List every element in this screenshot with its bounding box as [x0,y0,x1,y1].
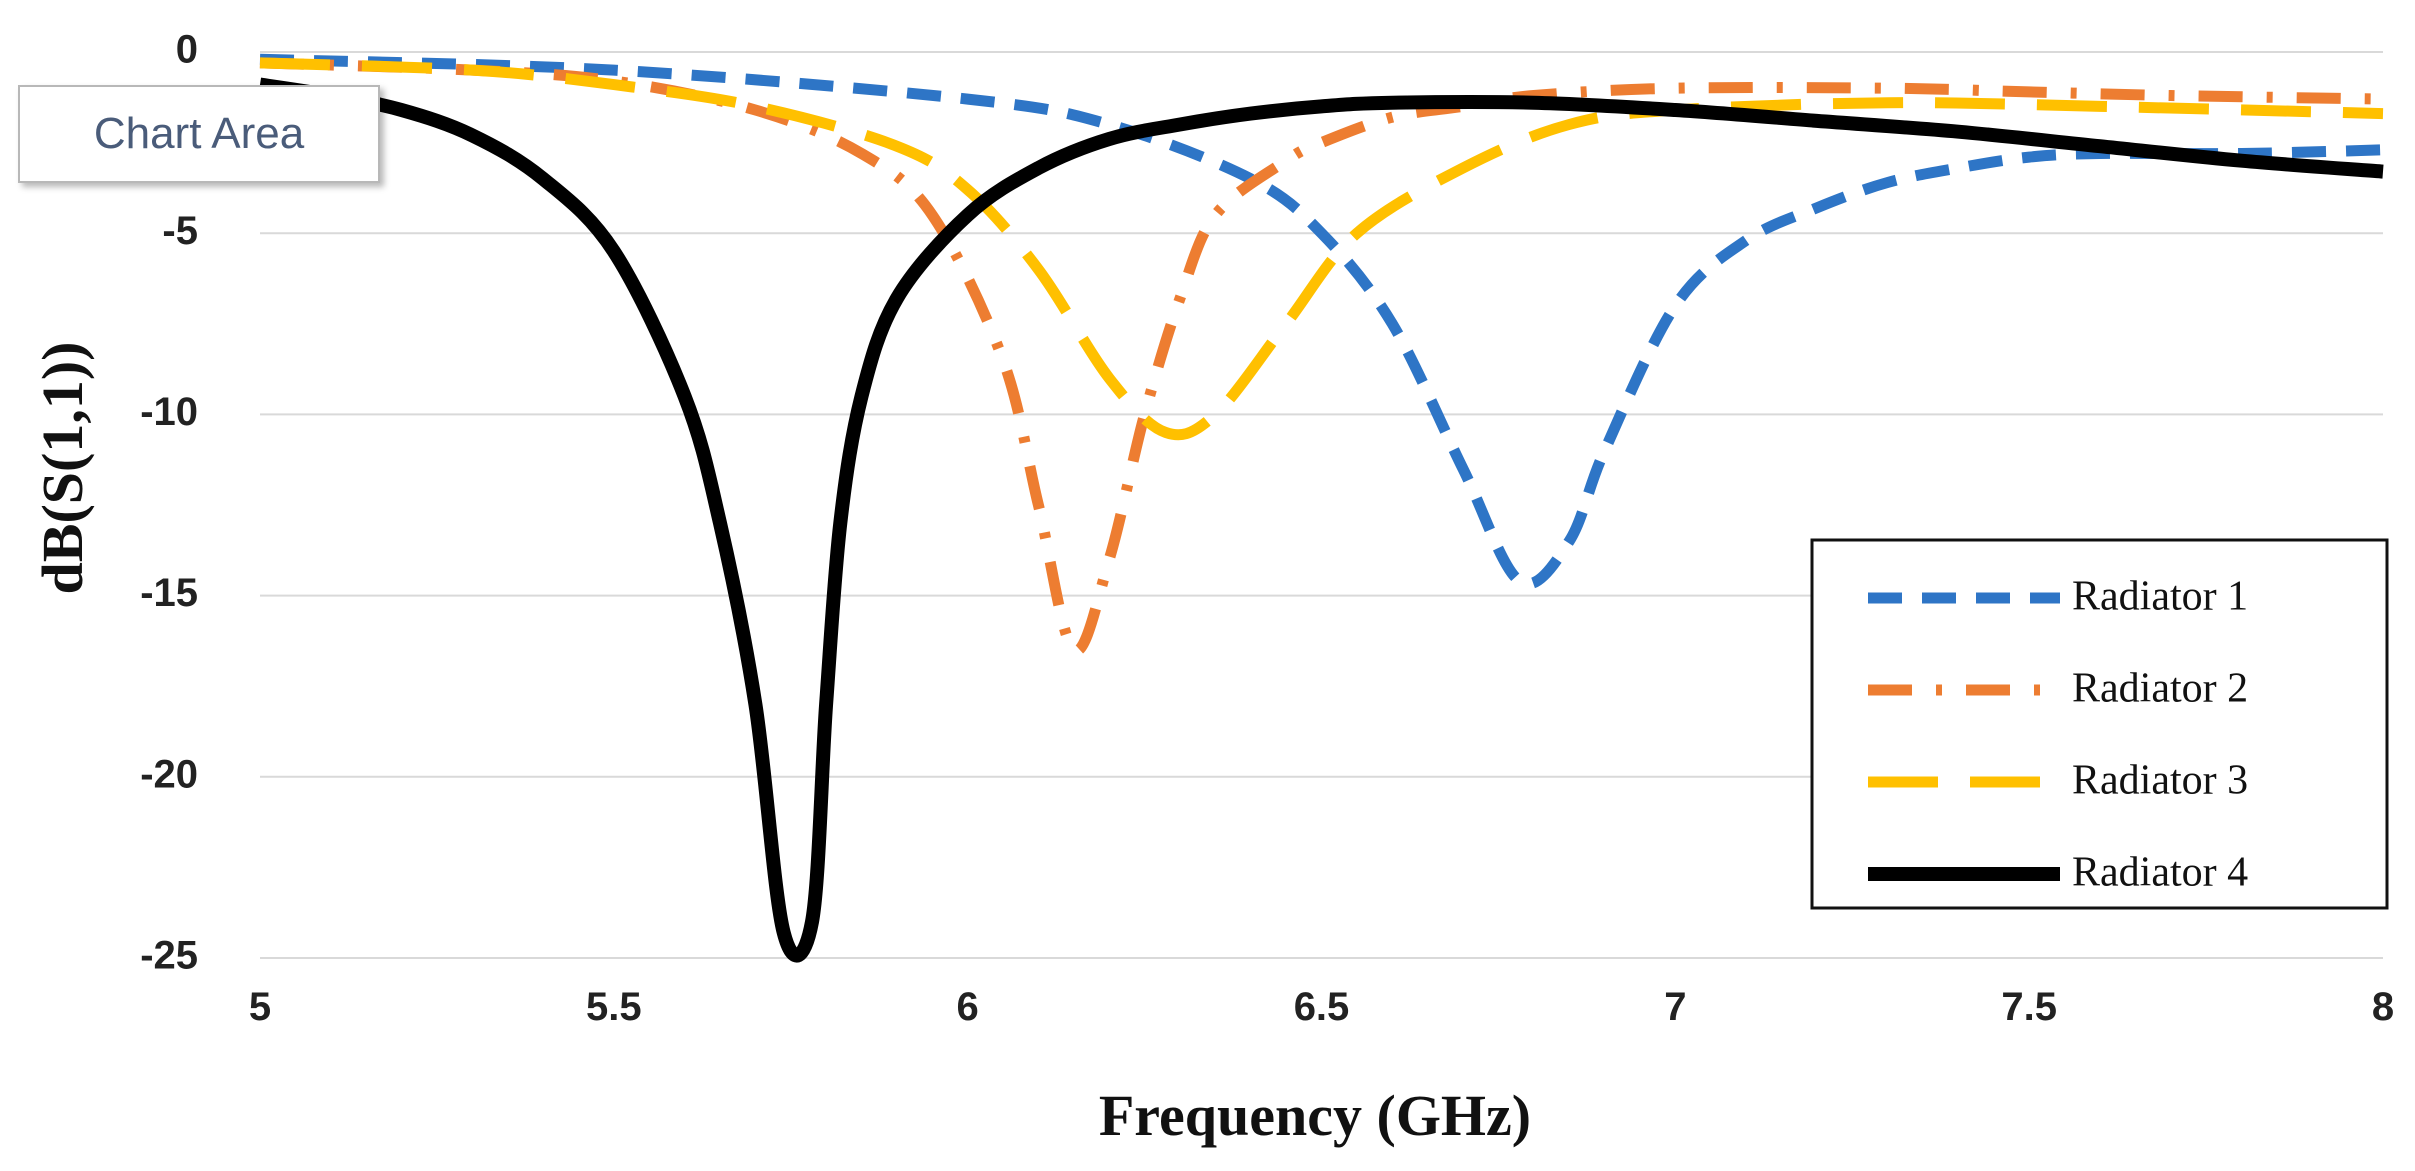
y-axis-title: dB(S(1,1)) [30,342,95,595]
gridlines [260,51,2383,959]
legend-label-radiator-2: Radiator 2 [2072,666,2248,712]
x-tick-label: 5.5 [586,985,642,1029]
series-line-radiator-3 [259,57,2384,441]
x-tick-label: 7 [1664,985,1686,1029]
series-layer [258,53,2384,963]
y-tick-label: -15 [140,571,198,615]
y-tick-label: 0 [176,28,198,72]
tick-labels: 0 -5 -10 -15 -20 -25 5 5.5 6 6.5 7 7.5 8 [140,28,2394,1029]
series-line-radiator-1 [259,53,2384,590]
legend-label-radiator-1: Radiator 1 [2072,574,2248,620]
legend: Radiator 1 Radiator 2 Radiator 3 Radiator 4 [1810,538,2389,910]
y-tick-label: -20 [140,752,198,796]
legend-label-radiator-4: Radiator 4 [2072,850,2248,896]
y-tick-label: -10 [140,390,198,434]
y-tick-label: -25 [140,934,198,978]
x-tick-label: 6 [957,985,979,1029]
y-tick-label: -5 [162,209,198,253]
x-tick-label: 5 [249,985,271,1029]
x-tick-label: 7.5 [2001,985,2057,1029]
legend-label-radiator-3: Radiator 3 [2072,758,2248,804]
legend-box [1810,538,2389,910]
x-tick-label: 8 [2372,985,2394,1029]
chart-area-tooltip: Chart Area [18,85,380,183]
series-line-radiator-4 [258,77,2384,963]
series-line-radiator-2 [259,57,2384,657]
x-tick-label: 6.5 [1294,985,1350,1029]
x-axis-title: Frequency (GHz) [1099,1083,1531,1148]
